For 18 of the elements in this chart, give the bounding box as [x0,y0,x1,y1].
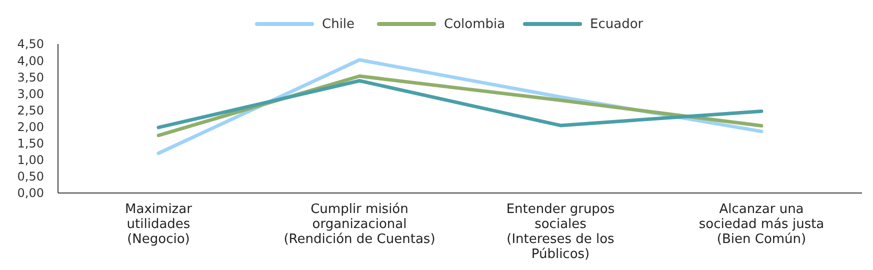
y-tick-label: 1,50 [17,136,44,151]
y-tick-label: 0,00 [17,186,44,200]
y-tick-label: 4,00 [17,54,44,68]
y-tick-label: 2,00 [17,120,44,134]
legend-label: Chile [322,16,355,32]
legend-label: Colombia [444,16,506,32]
y-tick-label: 3,00 [17,86,44,101]
y-tick-label: 3,50 [17,70,44,84]
y-tick-label: 1,00 [17,153,44,168]
line-series [156,79,764,130]
x-tick-label: Entender grupos sociales (Intereses de los Públicos) [506,202,615,262]
x-tick-label: Cumplir misión organizacional (Rendición de Cuentas) [284,202,436,247]
legend-label: Ecuador [590,16,644,32]
y-tick-label: 4,50 [17,37,44,52]
y-tick-label: 2,50 [17,103,44,118]
y-tick-label: 0,50 [17,170,44,184]
x-tick-label: Alcanzar una sociedad más justa (Bien Común) [698,202,824,247]
x-tick-label: Maximizar utilidades (Negocio) [125,202,193,247]
